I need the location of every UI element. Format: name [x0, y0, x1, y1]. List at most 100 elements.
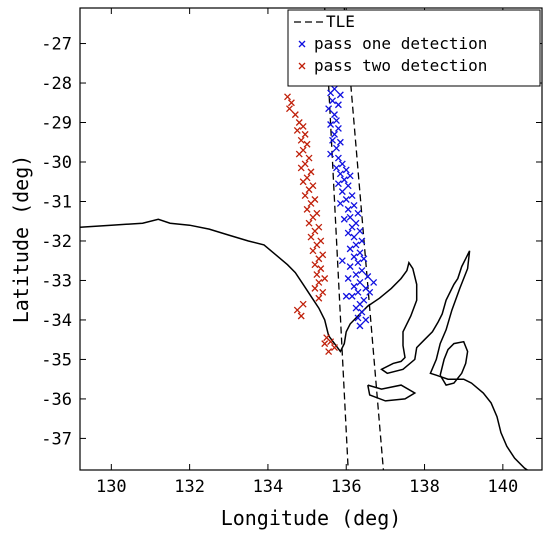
series-1-point-35 — [356, 227, 364, 235]
series-1-point-6 — [331, 111, 338, 119]
series-1-point-51 — [350, 282, 358, 290]
series-1-point-30 — [354, 209, 362, 217]
series-2-point-3 — [291, 111, 299, 119]
series-2-point-50 — [325, 348, 333, 355]
y-tick-label-7: -34 — [41, 311, 72, 331]
series-1-point-10 — [331, 130, 338, 138]
series-1-point-24 — [338, 188, 346, 196]
series-1-point-19 — [336, 170, 344, 178]
series-1-point-28 — [350, 201, 358, 209]
y-tick-label-6: -33 — [41, 271, 72, 291]
x-tick-label-5: 140 — [487, 477, 518, 497]
series-1-point-64 — [342, 292, 350, 300]
series-1-point-9 — [334, 124, 342, 132]
legend-label-1: pass one detection — [314, 34, 487, 53]
series-1-point-65 — [338, 257, 346, 265]
y-tick-label-4: -31 — [41, 192, 72, 212]
series-2-point-49 — [331, 344, 338, 352]
series-2-point-5 — [299, 123, 307, 130]
series-2-point-8 — [297, 136, 305, 144]
series-1-point-7 — [332, 117, 340, 124]
series-1-point-5 — [325, 105, 333, 113]
series-2-point-0 — [284, 93, 291, 101]
series-1-point-14 — [327, 150, 335, 158]
legend: TLE pass one detection pass two detection — [287, 9, 541, 87]
y-tick-label-3: -30 — [41, 153, 72, 173]
series-2-point-6 — [293, 126, 301, 134]
series-2-point-31 — [313, 241, 321, 249]
coastline-0 — [80, 218, 529, 470]
series-1-point-21 — [340, 176, 348, 184]
series-1-point-13 — [332, 144, 340, 152]
series-1-point-31 — [346, 213, 354, 221]
series-2-point-38 — [321, 275, 329, 282]
axis-ticks: 130 132 134 136 138 140 -27 -28 -29 -30 -31 -32 -33 -… — [41, 8, 542, 497]
series-1-point-38 — [358, 237, 366, 245]
series-1-point-58 — [358, 308, 366, 316]
series-1-point-8 — [327, 121, 335, 128]
series-1-point-1 — [327, 89, 335, 97]
x-tick-label-0: 130 — [96, 477, 127, 497]
series-2-point-28 — [311, 227, 319, 235]
series-2-point-19 — [305, 186, 313, 194]
y-tick-label-8: -35 — [41, 350, 72, 370]
series-1-point-48 — [364, 273, 372, 280]
series-2-point-42 — [315, 294, 323, 302]
series-2-point-1 — [287, 99, 295, 107]
series-2-point-34 — [315, 255, 323, 263]
series-1-point-44 — [354, 259, 362, 267]
series-1-point-54 — [348, 292, 356, 300]
y-axis-label: Latitude (deg) — [9, 155, 33, 324]
series-2-point-11 — [295, 150, 303, 158]
series-2-point-45 — [297, 312, 305, 320]
series-1-point-49 — [344, 275, 352, 282]
series-1-point-42 — [350, 253, 358, 261]
series-2-point-26 — [305, 219, 313, 227]
series-1-point-29 — [344, 205, 352, 213]
plot-frame — [79, 7, 543, 471]
series-2-point-35 — [311, 261, 319, 269]
series-1-point-3 — [329, 97, 336, 105]
series-1-point-61 — [356, 322, 364, 330]
series-1-point-2 — [336, 91, 344, 99]
series-2-point-37 — [313, 271, 321, 278]
series-2-point-22 — [307, 200, 315, 207]
coastline-2 — [367, 384, 417, 402]
series-1-point-53 — [354, 288, 362, 296]
series-1-point-50 — [356, 278, 364, 286]
series-1-point-62 — [366, 288, 374, 296]
series-1-point-41 — [356, 249, 364, 257]
series-2-point-47 — [327, 338, 335, 346]
y-tick-label-2: -29 — [41, 114, 72, 134]
x-tick-label-4: 138 — [409, 477, 440, 497]
series-1-point-40 — [346, 245, 354, 253]
y-tick-label-5: -32 — [41, 232, 72, 252]
series-2-point-7 — [301, 130, 309, 138]
series-2-point-39 — [315, 278, 323, 286]
series-1-point-11 — [329, 136, 336, 144]
series-1-point-23 — [344, 182, 352, 190]
y-tick-label-10: -37 — [41, 429, 72, 449]
series-1-point-22 — [334, 180, 342, 188]
series-1-point-39 — [352, 241, 360, 249]
series-2-point-20 — [301, 192, 309, 200]
series-2-point-2 — [286, 105, 293, 113]
series-1-point-59 — [354, 314, 362, 322]
legend-swatch-2 — [298, 62, 306, 70]
y-tick-label-9: -36 — [41, 390, 72, 410]
series-1-point-34 — [348, 223, 356, 231]
series-2-point-32 — [309, 247, 317, 255]
series-1-point-16 — [338, 160, 346, 168]
series-2-point-15 — [307, 168, 315, 176]
series-1-point-36 — [344, 229, 352, 237]
y-tick-label-0: -27 — [41, 35, 72, 55]
x-tick-label-1: 132 — [174, 477, 205, 497]
x-tick-label-2: 134 — [253, 477, 284, 497]
legend-box — [287, 9, 541, 87]
series-2-point-23 — [303, 205, 311, 213]
series-1-point-12 — [336, 138, 344, 146]
series-1-point-60 — [362, 316, 370, 324]
series-2-point-9 — [303, 140, 311, 148]
series-1-point-27 — [336, 200, 344, 207]
series-2-point-43 — [299, 300, 307, 308]
